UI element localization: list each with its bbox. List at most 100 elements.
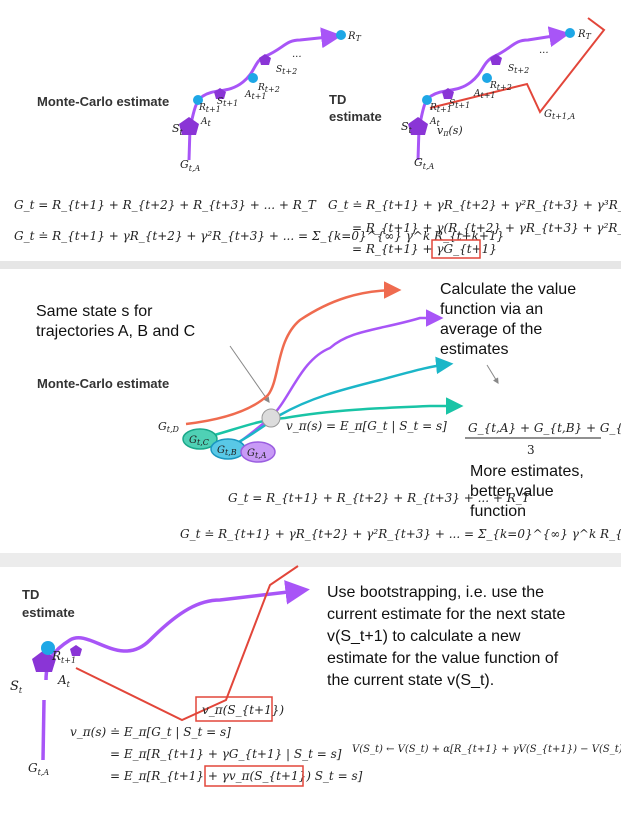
svg-text:Gt,A: Gt,A <box>180 158 201 173</box>
reward-node <box>422 95 432 105</box>
mc-equation-middle-2: G_t ≐ R_{t+1} + γR_{t+2} + γ²R_{t+3} + .… <box>180 527 621 541</box>
svg-text:St: St <box>10 679 23 695</box>
shared-state-node <box>261 408 281 428</box>
action-pentagon-icon <box>259 54 271 65</box>
action-pentagon-icon <box>214 88 226 99</box>
trajectory-b <box>224 356 454 451</box>
calc-text-2: function via an <box>440 301 543 318</box>
svg-text:Gt,A: Gt,A <box>247 448 267 460</box>
more-estimates-2: better value <box>470 483 554 500</box>
reward-node <box>248 73 258 83</box>
gamma-g-box <box>431 239 481 259</box>
mc-equation-2: G_t ≐ R_{t+1} + γR_{t+2} + γ²R_{t+3} + .… <box>14 229 504 243</box>
section-divider <box>0 261 621 269</box>
bellman-equation-3: = E_π[R_{t+1} + γv_π(S_{t+1}) S_t = s] <box>110 769 363 783</box>
calc-text-3: average of the <box>440 321 542 338</box>
bootstrap-text-3: v(S_t+1) to calculate a new <box>327 628 521 645</box>
td-equation-1: G_t ≐ R_{t+1} + γR_{t+2} + γ²R_{t+3} + γ… <box>328 198 621 212</box>
state-pentagon-icon <box>179 117 199 135</box>
same-state-text-1: Same state s for <box>36 303 153 320</box>
td-bracket <box>429 17 606 114</box>
svg-text:At+1: At+1 <box>244 90 267 101</box>
td-trajectory-bottom: Rt+1 At St Gt,A <box>10 565 310 777</box>
svg-text:Rt+1: Rt+1 <box>198 103 221 114</box>
svg-text:RT: RT <box>347 31 362 43</box>
gamma-v-box <box>204 765 304 787</box>
td-update-rule: V(S_t) ← V(S_t) + α[R_{t+1} + γV(S_{t+1}… <box>352 744 621 755</box>
same-state-pointer <box>229 345 270 403</box>
vpi-equation-middle: v_π(s) = E_π[G_t | S_t = s] <box>286 419 447 433</box>
mc-trajectory-top: St At Rt+1 St+1 At+1 Rt+2 St+2 ... RT Gt… <box>172 27 362 173</box>
mc-label-middle: Monte-Carlo estimate <box>37 376 169 391</box>
reward-node <box>193 95 203 105</box>
bellman-equation-2: = E_π[R_{t+1} + γG_{t+1} | S_t = s] <box>110 747 342 761</box>
svg-text:Rt+2: Rt+2 <box>257 83 280 94</box>
state-pentagon-icon <box>408 117 428 135</box>
svg-text:St: St <box>172 122 184 137</box>
svg-text:St+1: St+1 <box>217 97 238 108</box>
td-label-bottom-2: estimate <box>22 605 75 620</box>
svg-text:Gt,A: Gt,A <box>414 156 435 171</box>
bootstrap-text-2: current estimate for the next state <box>327 606 565 623</box>
td-equation-2: = R_{t+1} + γ(R_{t+2} + γR_{t+3} + γ²R_{… <box>352 221 621 235</box>
svg-text:vπ(s): vπ(s) <box>437 124 463 138</box>
svg-text:At+1: At+1 <box>473 89 496 100</box>
calc-pointer <box>486 364 499 385</box>
bellman-equation-1: v_π(s) ≐ E_π[G_t | S_t = s] <box>70 725 231 739</box>
td-equation-3: = R_{t+1} + γG_{t+1} <box>352 242 497 256</box>
svg-text:...: ... <box>292 49 302 60</box>
terminal-node <box>336 30 346 40</box>
mc-label-top: Monte-Carlo estimate <box>37 94 169 109</box>
td-bracket-bottom <box>75 565 299 722</box>
same-state-text-2: trajectories A, B and C <box>36 323 195 340</box>
td-trajectory-top: St At Rt+1 St+1 At+1 Rt+2 St+2 ... RT Gt… <box>401 17 606 171</box>
more-estimates-1: More estimates, <box>470 463 584 480</box>
trajectory-d <box>185 281 402 426</box>
average-denominator: 3 <box>527 443 535 457</box>
section-divider <box>0 553 621 567</box>
svg-text:Gt+1,A: Gt+1,A <box>544 109 576 121</box>
svg-text:St+2: St+2 <box>276 65 297 76</box>
trajectory-c <box>198 397 464 441</box>
reward-node <box>41 641 55 655</box>
svg-text:St+2: St+2 <box>508 64 529 75</box>
svg-text:Rt+2: Rt+2 <box>489 81 512 92</box>
v-next-box <box>195 696 273 722</box>
calc-text-4: estimates <box>440 341 508 358</box>
svg-text:St+1: St+1 <box>449 99 470 110</box>
action-pentagon-icon <box>490 54 502 65</box>
terminal-node <box>565 28 575 38</box>
v-next-label: v_π(S_{t+1}) <box>202 703 284 717</box>
svg-text:Gt,C: Gt,C <box>189 435 209 447</box>
svg-text:Gt,B: Gt,B <box>217 445 237 457</box>
svg-text:At: At <box>200 117 212 128</box>
average-numerator: G_{t,A} + G_{t,B} + G_{t,C} <box>468 421 621 435</box>
g-a-bubble <box>240 441 276 463</box>
svg-text:St: St <box>401 120 413 135</box>
bootstrap-text-5: the current state v(S_t). <box>327 672 494 689</box>
svg-text:At: At <box>429 117 441 128</box>
more-estimates-3: function <box>470 503 526 520</box>
svg-text:At: At <box>57 673 71 689</box>
state-pentagon-icon <box>32 650 56 672</box>
calc-text-1: Calculate the value <box>440 281 576 298</box>
g-c-bubble <box>182 428 218 450</box>
svg-text:RT: RT <box>577 29 592 41</box>
td-label-top-1: TD <box>329 92 346 107</box>
bootstrap-text-1: Use bootstrapping, i.e. use the <box>327 584 544 601</box>
svg-text:...: ... <box>539 45 549 56</box>
svg-text:Gt,D: Gt,D <box>158 420 180 434</box>
bootstrap-text-4: estimate for the value function of <box>327 650 559 667</box>
svg-text:Gt,A: Gt,A <box>28 761 49 777</box>
td-label-bottom-1: TD <box>22 587 39 602</box>
action-pentagon-icon <box>70 645 82 656</box>
reward-node <box>482 73 492 83</box>
mc-equation-1: G_t = R_{t+1} + R_{t+2} + R_{t+3} + ... … <box>14 198 317 212</box>
trajectory-a <box>233 309 444 448</box>
mc-equation-middle-1: G_t = R_{t+1} + R_{t+2} + R_{t+3} + ... … <box>228 491 531 505</box>
mc-trajectories-middle: Gt,C Gt,B Gt,A Gt,D <box>158 281 464 463</box>
svg-text:Rt+1: Rt+1 <box>429 103 452 114</box>
td-label-top-2: estimate <box>329 109 382 124</box>
